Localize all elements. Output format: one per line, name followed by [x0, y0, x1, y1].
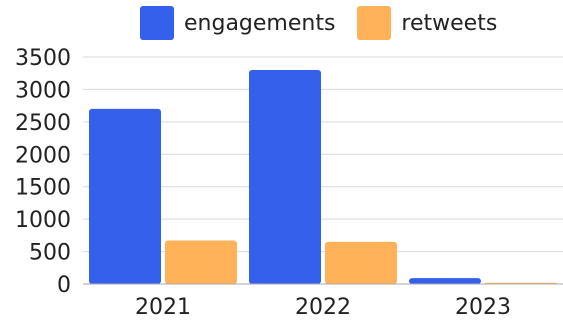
bar-engagements-2022 — [249, 69, 321, 284]
legend-item-engagements: engagements — [140, 6, 335, 40]
x-tick-label: 2022 — [295, 295, 351, 320]
legend-swatch-retweets — [357, 6, 392, 40]
grid-lines — [83, 56, 563, 253]
x-tick-label: 2023 — [455, 295, 511, 320]
y-tick-label: 2500 — [15, 111, 71, 136]
legend: engagements retweets — [140, 6, 519, 40]
legend-swatch-engagements — [140, 6, 174, 40]
y-tick-label: 500 — [29, 241, 71, 266]
x-tick-label: 2021 — [135, 295, 191, 320]
bar-engagements-2023 — [409, 278, 481, 284]
y-tick-label: 2000 — [15, 143, 71, 168]
legend-item-retweets: retweets — [357, 6, 497, 40]
bars — [89, 69, 557, 284]
bar-engagements-2021 — [89, 108, 161, 284]
axes: 0 500 1000 1500 2000 2500 3000 3500 2021 2022 2023 — [15, 46, 563, 320]
legend-label-retweets: retweets — [401, 10, 498, 36]
y-tick-label: 3500 — [15, 46, 71, 71]
bar-retweets-2022 — [325, 241, 397, 284]
bar-retweets-2021 — [165, 240, 237, 284]
y-tick-label: 3000 — [15, 78, 71, 103]
y-tick-label: 0 — [57, 273, 71, 298]
y-tick-label: 1500 — [15, 176, 71, 201]
legend-label-engagements: engagements — [184, 10, 336, 36]
y-tick-label: 1000 — [15, 208, 71, 233]
